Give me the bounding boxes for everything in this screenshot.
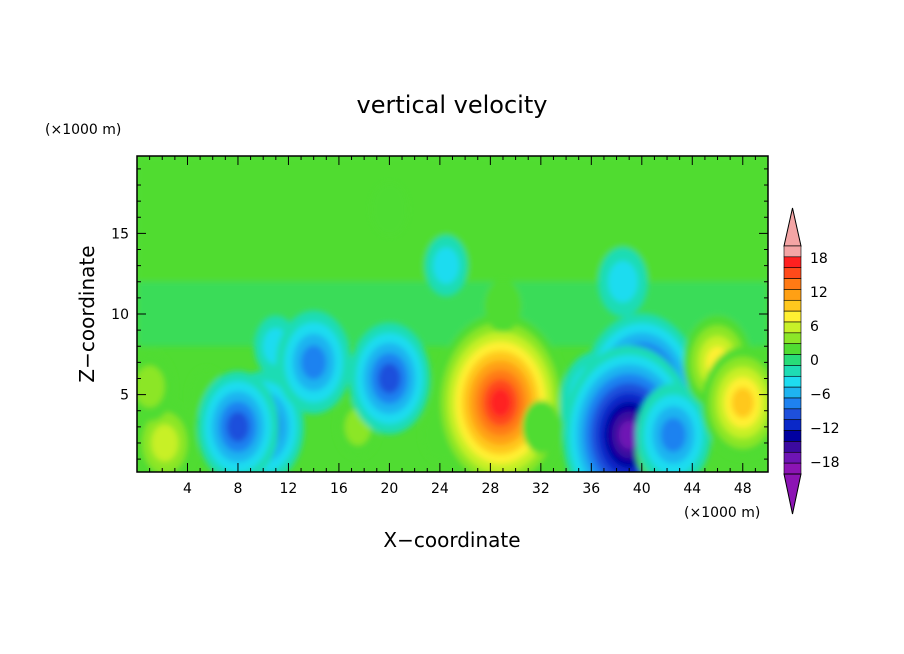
field-contour [301, 345, 327, 380]
y-tick-label: 15 [111, 226, 129, 242]
velocity-field [137, 156, 768, 472]
field-cell [598, 246, 648, 317]
field-cell [522, 400, 560, 454]
colorbar-label: −6 [810, 387, 831, 403]
colorbar-label: 0 [810, 353, 819, 369]
colorbar-bottom-extend [783, 473, 802, 515]
field-contour [484, 279, 522, 333]
colorbar-swatch [783, 245, 802, 258]
x-tick-label: 40 [633, 481, 651, 497]
x-tick-label: 24 [431, 481, 449, 497]
colorbar-swatch [783, 430, 802, 442]
field-contour [226, 411, 250, 443]
field-cell [348, 322, 431, 435]
x-axis: 4 8 12 16 20 24 28 32 36 40 44 48 [149, 156, 756, 497]
field-cell [276, 310, 352, 414]
field-contour [660, 417, 686, 453]
field-cell [424, 235, 468, 297]
y-axis: 5 10 15 [111, 168, 768, 460]
colorbar: 18 12 6 0 −6 −12 −18 [783, 207, 840, 515]
colorbar-swatch [783, 299, 802, 312]
x-tick-label: 16 [330, 481, 348, 497]
field-cell [197, 371, 279, 472]
x-unit-label: (×1000 m) [684, 505, 760, 521]
colorbar-swatch [783, 321, 802, 334]
field-cell [635, 383, 711, 472]
field-contour [522, 400, 560, 454]
field-cell [484, 279, 522, 333]
colorbar-swatch [783, 256, 802, 269]
colorbar-swatch [783, 267, 802, 279]
field-cell [137, 399, 196, 472]
x-tick-label: 48 [734, 481, 752, 497]
field-contour [489, 388, 511, 417]
field-contour [607, 260, 638, 303]
colorbar-top-extend [783, 207, 802, 247]
x-axis-label: X−coordinate [383, 528, 520, 552]
colorbar-swatch [783, 354, 802, 366]
colorbar-label: 18 [810, 251, 828, 267]
colorbar-label: 6 [810, 319, 819, 335]
colorbar-label: −12 [810, 421, 840, 437]
field-contour [137, 365, 165, 408]
field-contour [618, 420, 640, 450]
colorbar-swatch [783, 441, 802, 453]
x-tick-label: 12 [280, 481, 298, 497]
field-cell [371, 182, 408, 236]
field-cell [137, 351, 175, 422]
colorbar-label: 12 [810, 285, 828, 301]
colorbar-swatch [783, 462, 802, 475]
field-contour [378, 363, 401, 394]
x-tick-label: 8 [233, 481, 242, 497]
colorbar-swatch [783, 343, 802, 355]
colorbar-label: −18 [810, 455, 840, 471]
field-cell [701, 346, 768, 459]
colorbar-swatch [783, 397, 802, 410]
colorbar-swatch [783, 408, 802, 421]
colorbar-swatch [783, 289, 802, 301]
plot-area [137, 156, 768, 472]
colorbar-swatch [783, 419, 802, 431]
colorbar-swatch [783, 310, 802, 323]
x-tick-label: 44 [683, 481, 701, 497]
x-tick-label: 36 [582, 481, 600, 497]
colorbar-swatch [783, 386, 802, 399]
colorbar-swatch [783, 375, 802, 388]
y-axis-label: Z−coordinate [75, 245, 99, 382]
y-tick-label: 10 [111, 307, 129, 323]
field-contour [151, 424, 179, 462]
x-tick-label: 20 [380, 481, 398, 497]
x-tick-label: 28 [481, 481, 499, 497]
field-contour [731, 387, 754, 418]
colorbar-swatch [783, 365, 802, 377]
colorbar-swatch [783, 278, 802, 290]
y-tick-label: 5 [120, 388, 129, 404]
chart-title: vertical velocity [357, 91, 548, 119]
field-contour [371, 182, 408, 236]
colorbar-swatch [783, 332, 802, 345]
y-unit-label: (×1000 m) [45, 122, 121, 138]
x-tick-label: 4 [183, 481, 192, 497]
colorbar-swatch [783, 451, 802, 464]
field-contour [433, 247, 460, 284]
x-tick-label: 32 [532, 481, 550, 497]
